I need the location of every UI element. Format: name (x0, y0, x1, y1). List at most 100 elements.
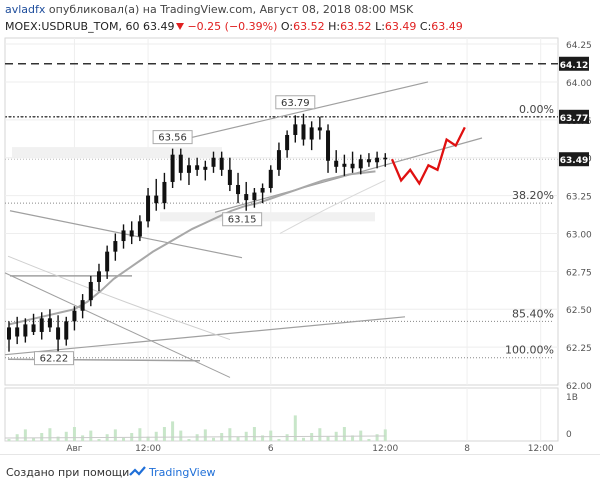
volume-bar (269, 430, 273, 441)
volume-bar (162, 427, 166, 441)
candle-body (260, 188, 265, 193)
zone-rect (12, 147, 222, 158)
made-with-text: Создано при помощи (6, 466, 130, 479)
candle-body (293, 124, 298, 135)
open-label: O: (280, 20, 294, 33)
candle-body (350, 163, 355, 169)
envelope-line (279, 179, 386, 234)
price-tag-label: 64.12 (560, 61, 588, 71)
volume-bar (195, 434, 199, 441)
forecast-arrow-line (390, 126, 466, 186)
candle-body (268, 169, 273, 189)
candle-body (285, 134, 290, 151)
y-tick-label: 62.00 (566, 382, 592, 392)
volume-bar (113, 429, 117, 441)
candle-body (178, 154, 183, 173)
candle-body (211, 157, 216, 167)
trend-line (4, 316, 406, 356)
plot-area (4, 37, 559, 386)
volume-bar (203, 429, 207, 441)
publish-text: опубликовал(а) на TradingView.com, Авгус… (48, 3, 414, 16)
candle-body (113, 241, 118, 252)
fib-level-label: 0.00% (519, 103, 554, 116)
candle-body (342, 163, 347, 167)
volume-bar (7, 439, 11, 441)
candle-body (96, 271, 101, 282)
tradingview-logo-icon (129, 466, 146, 476)
candle-body (276, 150, 281, 170)
candle-body (146, 195, 151, 222)
volume-bar (97, 439, 101, 441)
candle-body (31, 324, 36, 332)
y-tick-label: 63.00 (566, 230, 592, 240)
candle-body (383, 157, 388, 160)
price-annotation-box (152, 130, 193, 145)
volume-bar (138, 428, 142, 441)
y-tick-label: 62.25 (566, 344, 592, 354)
candle-body (23, 324, 28, 337)
close-label: C: (419, 20, 432, 33)
x-tick-label: Авг (66, 444, 82, 454)
price-chart: 64.2564.0063.7563.5063.2563.0062.7562.50… (4, 37, 592, 454)
candle-body (244, 194, 249, 201)
down-arrow-icon (176, 23, 185, 30)
candle-body (334, 160, 339, 167)
candle-body (375, 157, 380, 163)
candle-body (162, 181, 167, 204)
candle-body (301, 124, 306, 140)
price-annotation-box (33, 351, 74, 366)
close-value: 63.49 (431, 20, 463, 33)
volume-bar (228, 428, 232, 441)
y-tick-label: 62.75 (566, 268, 592, 278)
x-tick-label: 12:00 (528, 444, 554, 454)
candle-body (195, 165, 200, 170)
moving-average-line (8, 170, 376, 326)
price-tag-label: 63.77 (560, 114, 588, 124)
candle-body (236, 184, 241, 195)
symbol-name: MOEX:USDRUB_TOM, 60 (5, 20, 140, 33)
high-value: 63.52 (340, 20, 372, 33)
volume-bar (326, 436, 330, 441)
volume-bar (277, 439, 281, 441)
volume-bar (40, 433, 44, 441)
price-tag-label: 63.49 (560, 156, 588, 166)
candle-body (47, 318, 52, 328)
volume-bar (212, 437, 215, 441)
candle-body (88, 281, 93, 301)
fib-level-label: 38.20% (512, 189, 554, 202)
volume-bar (367, 439, 371, 441)
candle-body (154, 195, 159, 204)
last-price: 63.49 (142, 20, 175, 33)
candle-body (56, 327, 61, 340)
price-change: −0.25 (−0.39%) (187, 20, 278, 33)
volume-bar (146, 436, 150, 441)
volume-bar (383, 429, 387, 441)
volume-bar (285, 434, 289, 441)
low-value: 63.49 (384, 20, 417, 33)
price-tag-box (559, 152, 589, 167)
candle-body (121, 230, 126, 242)
candle-body (252, 192, 257, 201)
volume-bar (72, 427, 76, 441)
price-tag-box (559, 56, 589, 71)
x-tick-label: 12:00 (135, 444, 161, 454)
candle-body (72, 310, 77, 322)
volume-axis-label: 0 (566, 430, 572, 440)
volume-bar (48, 428, 52, 441)
candle-body (227, 169, 232, 185)
y-tick-label: 64.25 (566, 41, 592, 51)
y-tick-label: 63.25 (566, 193, 592, 203)
footer: Создано при помощи TradingView (0, 454, 600, 491)
candle-body (358, 159, 363, 169)
x-tick-label: 12:00 (372, 444, 398, 454)
y-tick-label: 62.50 (566, 306, 592, 316)
trend-line (9, 210, 243, 259)
candle-body (137, 221, 142, 237)
volume-bar (318, 428, 322, 441)
volume-bar (351, 435, 355, 441)
x-tick-label: 6 (268, 444, 274, 454)
candle-body (309, 127, 314, 140)
volume-ma-line (4, 435, 386, 439)
high-label: H: (328, 20, 341, 33)
volume-bar (342, 427, 346, 441)
